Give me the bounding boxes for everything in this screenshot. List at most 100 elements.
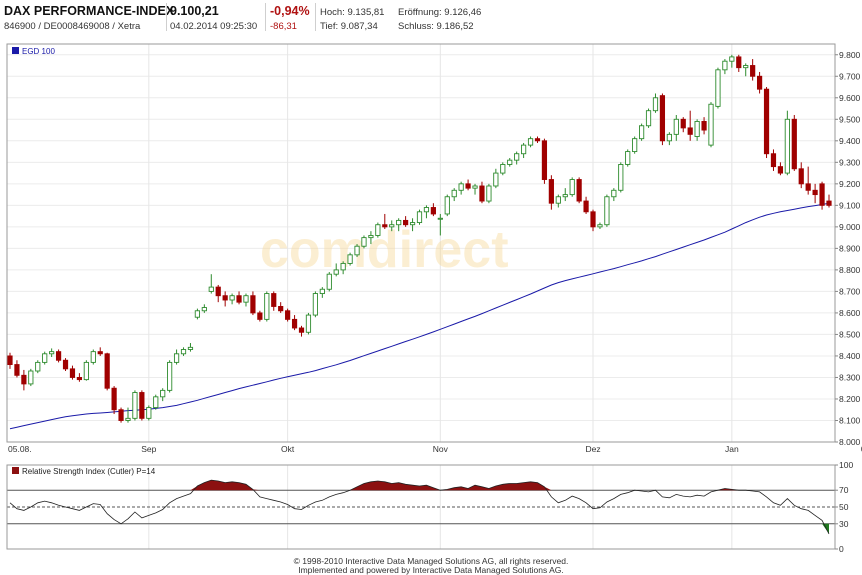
candle <box>173 349 180 365</box>
candle <box>215 284 221 303</box>
legend-label: EGD 100 <box>22 47 55 56</box>
candle <box>312 291 318 318</box>
candle-body <box>694 120 700 137</box>
candle-body <box>569 179 575 196</box>
price-tick-label: 8.100 <box>839 415 861 425</box>
rsi-tick-label: 0 <box>839 544 844 554</box>
candle <box>382 213 388 230</box>
candle-body <box>527 138 534 146</box>
candle <box>590 209 596 232</box>
candle <box>639 123 645 141</box>
instrument-ids: 846900 / DE0008469008 / Xetra <box>4 21 141 32</box>
stat-high: Hoch: 9.135,81 <box>320 7 385 18</box>
candle-body <box>416 211 423 224</box>
candle-body <box>659 95 666 142</box>
candle <box>187 343 194 352</box>
candle <box>451 188 457 202</box>
candle <box>222 291 228 307</box>
candle-body <box>514 153 520 161</box>
candle-body <box>312 293 318 316</box>
candle-body <box>21 374 27 385</box>
instrument-header: DAX PERFORMANCE-INDEX 846900 / DE0008469… <box>0 0 862 36</box>
candle-body <box>708 103 714 146</box>
candle <box>55 349 62 363</box>
candle <box>7 352 13 369</box>
candle <box>465 179 471 191</box>
candle <box>527 136 534 148</box>
candle-body <box>583 200 589 213</box>
change-percent: -0,94% <box>270 4 310 18</box>
candle <box>708 102 714 148</box>
candle <box>76 373 83 382</box>
candle-body <box>146 407 152 419</box>
instrument-name: DAX PERFORMANCE-INDEX <box>4 4 175 18</box>
candle <box>201 304 207 313</box>
candle <box>722 59 728 75</box>
candle <box>403 216 409 227</box>
candle <box>500 162 506 176</box>
candles-layer <box>7 54 832 423</box>
change-absolute: -86,31 <box>270 21 297 32</box>
candle <box>694 119 700 141</box>
candle-body <box>187 346 194 350</box>
candle <box>389 220 395 232</box>
x-tick-label: 05.08. <box>8 444 32 454</box>
rsi-tick-label: 30 <box>839 519 849 529</box>
candle-body <box>35 361 41 372</box>
candle-body <box>437 217 443 220</box>
candle <box>736 54 742 72</box>
candle-body <box>333 269 339 275</box>
powered-by-line: Implemented and powered by Interactive D… <box>298 565 564 575</box>
candle <box>62 358 69 372</box>
x-tick-label: Sep <box>141 444 156 454</box>
candle-body <box>257 312 263 320</box>
price-tick-label: 8.500 <box>839 329 861 339</box>
candle-body <box>639 125 645 140</box>
candle-body <box>167 361 173 391</box>
candle-body <box>291 318 298 329</box>
candle <box>361 235 367 249</box>
candle <box>666 132 672 146</box>
candle <box>611 188 617 202</box>
candle <box>534 136 541 143</box>
price-tick-label: 9.500 <box>839 114 861 124</box>
rsi-layer <box>9 479 830 535</box>
price-tick-label: 8.600 <box>839 308 861 318</box>
candle-body <box>55 351 62 361</box>
price-tick-label: 9.700 <box>839 71 861 81</box>
candle <box>250 291 256 316</box>
x-tick-label: Dez <box>585 444 600 454</box>
candle-body <box>222 295 228 301</box>
candle <box>701 117 707 135</box>
candle-body <box>215 286 221 297</box>
candle-body <box>521 144 527 155</box>
candle <box>14 360 20 378</box>
candle-body <box>125 417 131 421</box>
candle <box>153 394 159 410</box>
candle-body <box>763 88 770 155</box>
candle-body <box>541 140 548 180</box>
candle <box>326 272 332 292</box>
candle-body <box>118 409 124 421</box>
candle-body <box>736 56 742 69</box>
candle <box>632 136 638 154</box>
candle <box>514 151 520 165</box>
candle-body <box>319 288 325 295</box>
candle-body <box>562 194 568 198</box>
candle <box>278 302 284 313</box>
candle <box>791 114 797 171</box>
candle-body <box>347 254 353 264</box>
candle <box>652 93 659 113</box>
candle <box>264 291 270 322</box>
candle-body <box>403 219 409 226</box>
candle-body <box>243 295 249 303</box>
candle-body <box>14 364 20 376</box>
header-divider <box>265 3 266 31</box>
candle-body <box>389 224 395 228</box>
candle-body <box>715 69 721 107</box>
candle-body <box>507 159 513 165</box>
candle-body <box>500 164 506 174</box>
rsi-tick-label: 70 <box>839 485 849 495</box>
candle-body <box>666 133 672 142</box>
price-panel-frame <box>6 43 836 443</box>
